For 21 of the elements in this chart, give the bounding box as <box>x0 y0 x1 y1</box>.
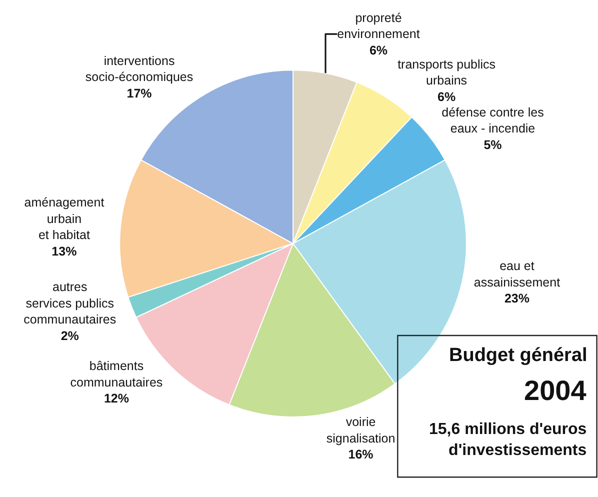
slice-label: défense contre les eaux - incendie <box>442 105 544 136</box>
slice-label: propreté environnement <box>337 10 420 42</box>
slice-label: autres services publics communautaires <box>24 280 116 327</box>
slice-label: interventions socio-économiques <box>85 54 194 84</box>
data-label: 12% <box>104 392 129 406</box>
data-label: 13% <box>52 244 77 258</box>
data-label: 17% <box>126 86 152 100</box>
data-label: 5% <box>484 138 502 152</box>
data-label: 2% <box>60 328 79 343</box>
slice-label: aménagement urbain et habitat <box>24 196 105 242</box>
text: 2004 <box>524 375 587 406</box>
data-label: 6% <box>438 90 456 104</box>
slice-label: bâtiments communautaires <box>70 359 163 390</box>
slice-label: eau et assainissement <box>474 259 561 290</box>
data-label: 23% <box>504 292 530 306</box>
data-label: 16% <box>348 448 374 462</box>
text: Budget général <box>449 345 588 366</box>
slice-label: voirie signalisation <box>326 415 396 446</box>
slice-label: transports publics urbains <box>398 57 496 88</box>
data-label: 6% <box>369 43 388 58</box>
text: 15,6 millions d'euros d'investissements <box>429 421 587 459</box>
